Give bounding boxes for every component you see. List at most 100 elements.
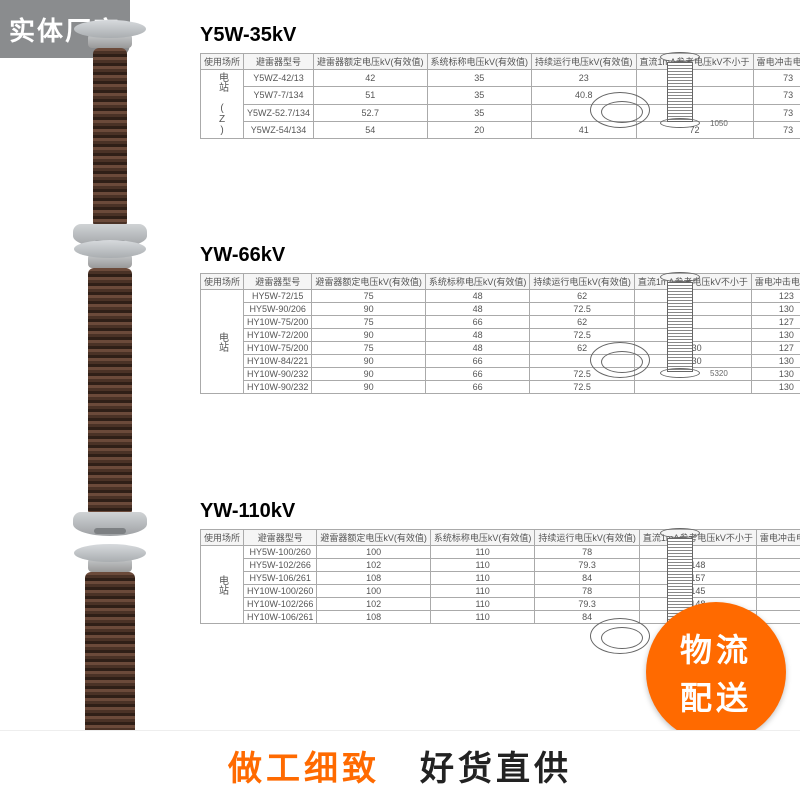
product-insulator-1 bbox=[40, 240, 180, 536]
cell: 108 bbox=[317, 572, 431, 585]
col-header: 系统标称电压kV(有效值) bbox=[430, 530, 535, 546]
cell: 73 bbox=[753, 104, 800, 121]
cell: Y5W7-7/134 bbox=[244, 87, 314, 104]
badge-logistics-line2: 配送 bbox=[680, 673, 752, 719]
insulator-graphic bbox=[73, 240, 147, 536]
row-header: 电站 (Z) bbox=[201, 70, 244, 139]
cell: Y5WZ-54/134 bbox=[244, 121, 314, 138]
col-header: 避雷器型号 bbox=[244, 54, 314, 70]
cell: 110 bbox=[430, 546, 535, 559]
footer-banner: 做工细致 好货直供 bbox=[0, 730, 800, 800]
cell: 66 bbox=[425, 316, 530, 329]
section-title: YW-66kV bbox=[200, 244, 760, 267]
cell: 48 bbox=[425, 290, 530, 303]
cell: 108 bbox=[317, 611, 431, 624]
cell: 48 bbox=[425, 303, 530, 316]
cell: 48 bbox=[425, 329, 530, 342]
insulator-cap bbox=[74, 240, 146, 258]
cell: 130 bbox=[751, 303, 800, 316]
spec-section-2: YW-110kV使用场所避雷器型号避雷器额定电压kV(有效值)系统标称电压kV(… bbox=[200, 500, 760, 624]
spec-section-1: YW-66kV使用场所避雷器型号避雷器额定电压kV(有效值)系统标称电压kV(有… bbox=[200, 244, 760, 394]
cell: HY5W-90/206 bbox=[244, 303, 312, 316]
cell: 73 bbox=[753, 121, 800, 138]
cell: 130 bbox=[751, 368, 800, 381]
col-header: 避雷器额定电压kV(有效值) bbox=[314, 54, 428, 70]
cell: 35 bbox=[427, 104, 532, 121]
cell: 73 bbox=[753, 87, 800, 104]
cell: HY10W-84/221 bbox=[244, 355, 312, 368]
col-header: 使用场所 bbox=[201, 274, 244, 290]
cell bbox=[756, 559, 800, 572]
row-header: 电站 bbox=[201, 546, 244, 624]
cell: HY10W-90/232 bbox=[244, 381, 312, 394]
diagram-cap bbox=[660, 272, 700, 282]
col-header: 避雷器额定电压kV(有效值) bbox=[317, 530, 431, 546]
cell: Y5WZ-42/13 bbox=[244, 70, 314, 87]
cell: 102 bbox=[317, 559, 431, 572]
diagram-foot bbox=[660, 368, 700, 378]
cell: HY10W-106/261 bbox=[244, 611, 317, 624]
cell bbox=[756, 546, 800, 559]
cell bbox=[756, 572, 800, 585]
diagram-column bbox=[660, 276, 700, 378]
insulator-base bbox=[73, 512, 147, 536]
cell: 66 bbox=[425, 355, 530, 368]
cell: 35 bbox=[427, 87, 532, 104]
cell: 127 bbox=[751, 316, 800, 329]
cell: 75 bbox=[312, 316, 426, 329]
cell: 72.5 bbox=[530, 381, 635, 394]
diagram-column bbox=[660, 56, 700, 128]
cell: 110 bbox=[430, 585, 535, 598]
cell: HY10W-75/200 bbox=[244, 316, 312, 329]
spec-section-0: Y5W-35kV使用场所避雷器型号避雷器额定电压kV(有效值)系统标称电压kV(… bbox=[200, 24, 760, 139]
cell: 110 bbox=[430, 559, 535, 572]
row-header: 电站 bbox=[201, 290, 244, 394]
cell: 90 bbox=[312, 355, 426, 368]
cell: 51 bbox=[314, 87, 428, 104]
cell: 66 bbox=[425, 368, 530, 381]
col-header: 避雷器额定电压kV(有效值) bbox=[312, 274, 426, 290]
cell: 75 bbox=[312, 342, 426, 355]
insulator-body bbox=[93, 48, 127, 228]
cell: HY10W-75/200 bbox=[244, 342, 312, 355]
cell: 35 bbox=[427, 70, 532, 87]
cell: HY10W-102/266 bbox=[244, 598, 317, 611]
cell bbox=[756, 598, 800, 611]
cell: 110 bbox=[430, 611, 535, 624]
col-header: 雷电冲击电流下 bbox=[753, 54, 800, 70]
badge-logistics: 物流 配送 bbox=[646, 602, 786, 742]
badge-logistics-line1: 物流 bbox=[680, 625, 752, 671]
diagram-cap bbox=[660, 52, 700, 62]
cell: 130 bbox=[751, 381, 800, 394]
cell: 73 bbox=[753, 70, 800, 87]
cell: HY10W-100/260 bbox=[244, 585, 317, 598]
cell: 75 bbox=[312, 290, 426, 303]
insulator-body bbox=[88, 268, 132, 516]
cell bbox=[756, 585, 800, 598]
cell bbox=[634, 381, 751, 394]
cell: HY5W-100/260 bbox=[244, 546, 317, 559]
cell: 100 bbox=[317, 585, 431, 598]
cell: 102 bbox=[317, 598, 431, 611]
section-title: Y5W-35kV bbox=[200, 24, 760, 47]
cell: HY5W-72/15 bbox=[244, 290, 312, 303]
diagram-foot bbox=[660, 118, 700, 128]
col-header: 系统标称电压kV(有效值) bbox=[427, 54, 532, 70]
footer-right: 好货直供 bbox=[420, 741, 572, 790]
col-header: 雷电冲击电流下 bbox=[756, 530, 800, 546]
diagram-body bbox=[667, 62, 693, 122]
cell: 52.7 bbox=[314, 104, 428, 121]
cell: 100 bbox=[317, 546, 431, 559]
diagram-cap bbox=[660, 528, 700, 538]
diagram-dim-label: 1050 bbox=[710, 119, 728, 128]
cell: 54 bbox=[314, 121, 428, 138]
cell: 90 bbox=[312, 329, 426, 342]
cell: HY5W-106/261 bbox=[244, 572, 317, 585]
col-header: 系统标称电压kV(有效值) bbox=[425, 274, 530, 290]
cell: 90 bbox=[312, 303, 426, 316]
diagram-body bbox=[667, 282, 693, 372]
product-insulator-0 bbox=[40, 20, 180, 248]
cell: 110 bbox=[430, 572, 535, 585]
insulator-cap bbox=[74, 20, 146, 38]
diagram-dim-label: 5320 bbox=[710, 369, 728, 378]
